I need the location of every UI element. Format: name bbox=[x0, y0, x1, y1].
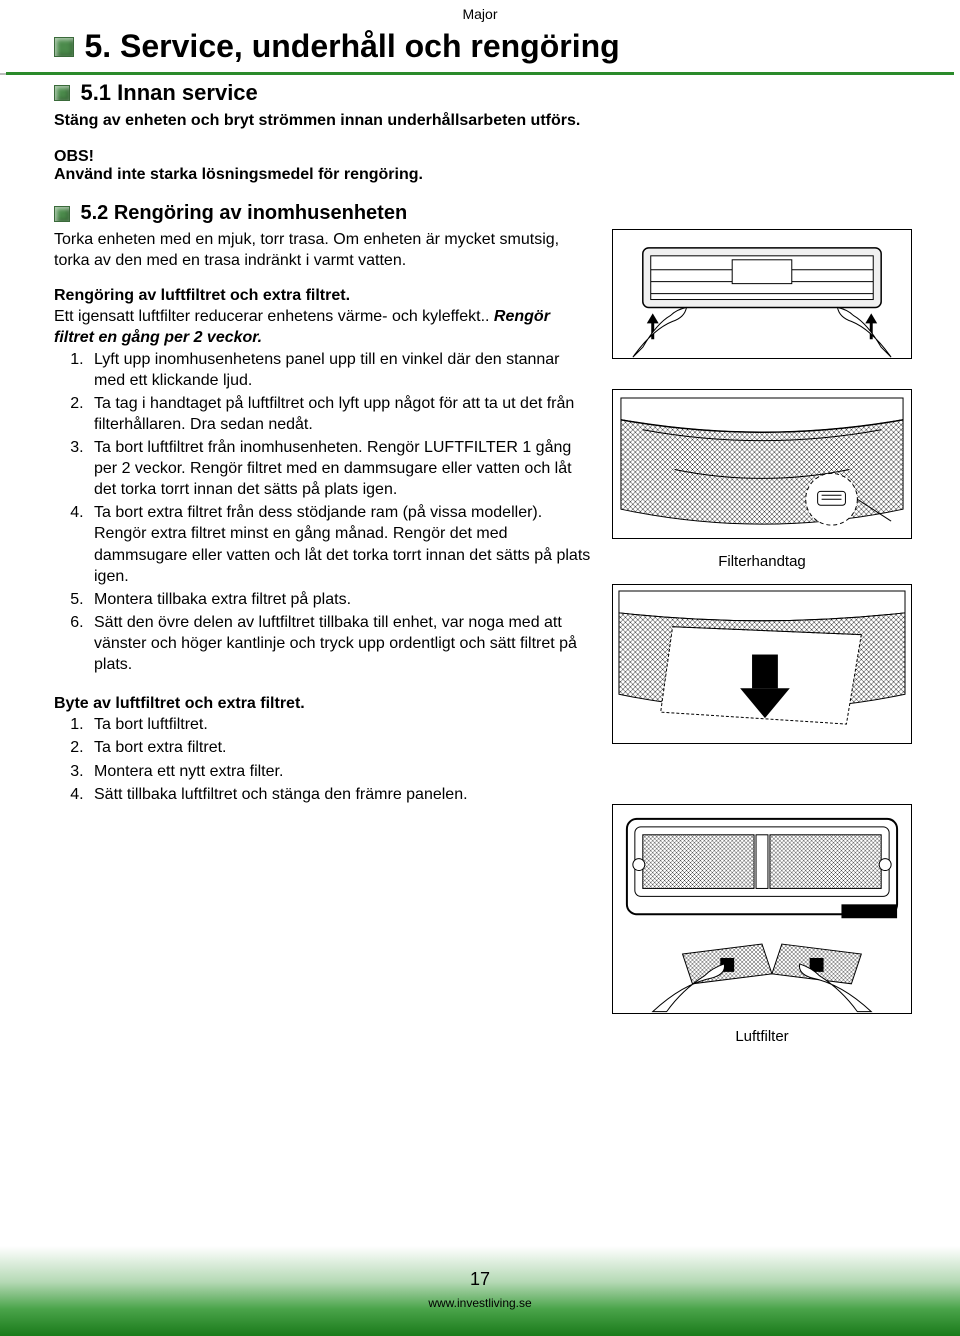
sub-title-1: 5.1 Innan service bbox=[80, 80, 257, 106]
obs-body: Använd inte starka lösningsmedel för ren… bbox=[54, 166, 914, 184]
list-item: Sätt tillbaka luftfiltret och stänga den… bbox=[88, 784, 594, 805]
main-title-row: 5. Service, underhåll och rengöring bbox=[54, 28, 620, 65]
filter-heading: Rengöring av luftfiltret och extra filtr… bbox=[54, 285, 594, 306]
replace-steps: Ta bort luftfiltret. Ta bort extra filtr… bbox=[54, 714, 594, 804]
content: Stäng av enheten och bryt strömmen innan… bbox=[54, 112, 914, 1059]
sub-title-row: 5.1 Innan service bbox=[54, 80, 258, 106]
list-item: Lyft upp inomhusenhetens panel upp till … bbox=[88, 349, 594, 391]
obs-label: OBS! bbox=[54, 148, 914, 166]
list-item: Montera tillbaka extra filtret på plats. bbox=[88, 589, 594, 610]
list-item: Ta bort extra filtret. bbox=[88, 737, 594, 758]
square-bullet-icon bbox=[54, 206, 70, 222]
right-column: Filterhandtag bbox=[612, 229, 912, 1059]
unit-hands-icon bbox=[613, 230, 911, 359]
cleaning-body: Torka enheten med en mjuk, torr trasa. O… bbox=[54, 229, 594, 271]
list-item: Ta bort luftfiltret från inomhusenheten.… bbox=[88, 437, 594, 500]
square-bullet-icon bbox=[54, 37, 74, 57]
list-item: Montera ett nytt extra filter. bbox=[88, 761, 594, 782]
figure-pull-down bbox=[612, 584, 912, 744]
figure-filter-handle bbox=[612, 389, 912, 539]
list-item: Ta tag i handtaget på luftfiltret och ly… bbox=[88, 393, 594, 435]
list-item: Ta bort luftfiltret. bbox=[88, 714, 594, 735]
figure-caption-1: Filterhandtag bbox=[612, 553, 912, 570]
filter-intro: Ett igensatt luftfilter reducerar enhete… bbox=[54, 306, 594, 348]
intro-text: Stäng av enheten och bryt strömmen innan… bbox=[54, 112, 914, 130]
footer-gradient bbox=[0, 1246, 960, 1336]
brand-header: Major bbox=[0, 6, 960, 22]
green-rule bbox=[6, 72, 954, 75]
filter-steps: Lyft upp inomhusenhetens panel upp till … bbox=[54, 349, 594, 676]
main-title: 5. Service, underhåll och rengöring bbox=[84, 28, 619, 65]
figure-caption-2: Luftfilter bbox=[612, 1028, 912, 1045]
figure-lift-panel bbox=[612, 229, 912, 359]
replace-heading: Byte av luftfiltret och extra filtret. bbox=[54, 693, 594, 714]
sub-title-2-row: 5.2 Rengöring av inomhusenheten bbox=[54, 202, 914, 225]
figure-luftfilter bbox=[612, 804, 912, 1014]
page: Major 5. Service, underhåll och rengörin… bbox=[0, 0, 960, 1336]
left-column: Torka enheten med en mjuk, torr trasa. O… bbox=[54, 229, 594, 1059]
square-bullet-icon bbox=[54, 85, 70, 101]
list-item: Sätt den övre delen av luftfiltret tillb… bbox=[88, 612, 594, 675]
filter-intro-1: Ett igensatt luftfilter reducerar enhete… bbox=[54, 308, 489, 325]
two-column-layout: Torka enheten med en mjuk, torr trasa. O… bbox=[54, 229, 914, 1059]
list-item: Ta bort extra filtret från dess stödjand… bbox=[88, 502, 594, 586]
pull-down-icon bbox=[613, 585, 911, 744]
open-unit-icon bbox=[613, 805, 911, 1014]
filter-mesh-icon bbox=[613, 390, 911, 539]
footer-url: www.investliving.se bbox=[0, 1296, 960, 1310]
sub-title-2: 5.2 Rengöring av inomhusenheten bbox=[80, 202, 407, 225]
page-number: 17 bbox=[0, 1269, 960, 1290]
